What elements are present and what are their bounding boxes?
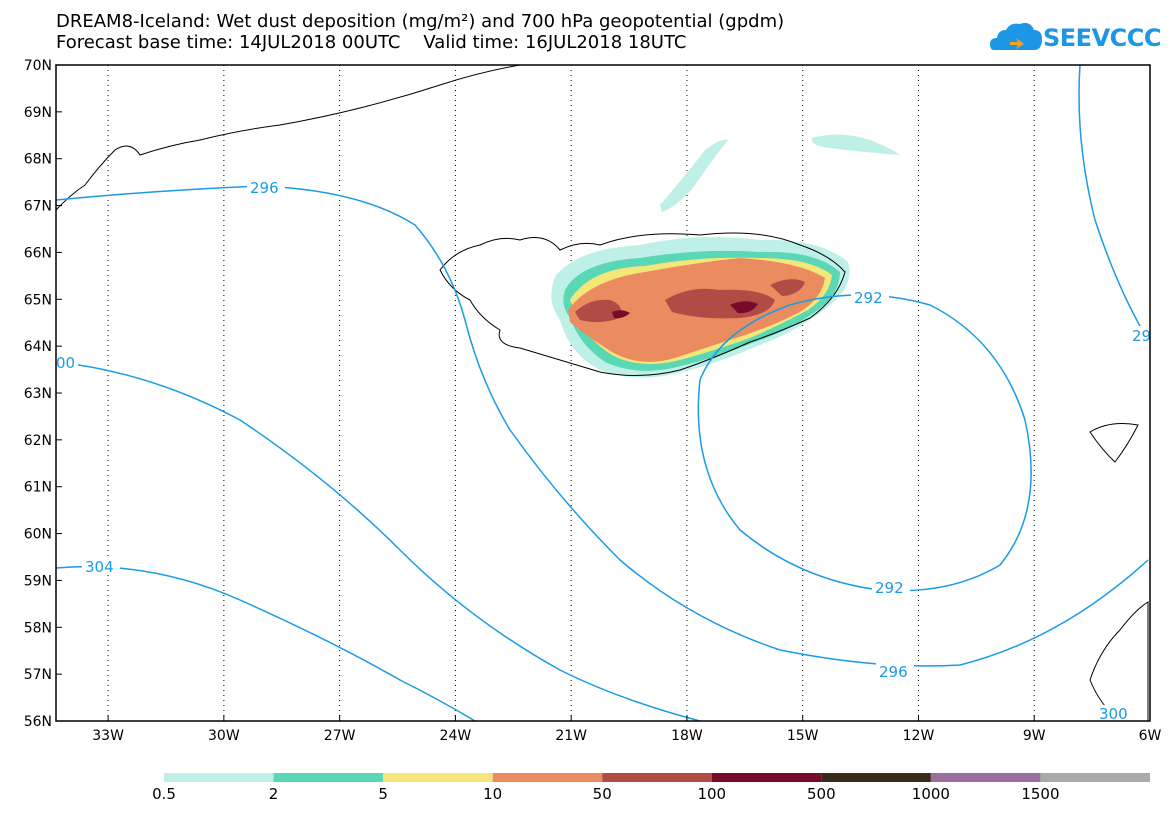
faroes-coast <box>1089 423 1139 463</box>
legend-swatch <box>930 773 1041 782</box>
legend-label: 1000 <box>912 785 950 803</box>
contour-label-29: 29 <box>1132 327 1151 345</box>
contour-label-300a: 00 <box>56 354 75 372</box>
contour-label-296b: 296 <box>879 663 908 681</box>
dust-area-0.5-north2 <box>811 134 900 155</box>
legend-swatch <box>602 773 712 782</box>
contour-300 <box>56 361 701 721</box>
logo-text: SEEVCCC <box>1043 24 1162 52</box>
dust-area-100a <box>730 301 758 314</box>
lon-label: 30W <box>208 728 240 744</box>
legend-swatch <box>492 773 603 782</box>
legend-label: 100 <box>697 785 726 803</box>
lon-label: 6W <box>1139 728 1162 744</box>
lat-label: 61N <box>24 480 52 496</box>
geopotential-contours <box>56 65 1149 721</box>
legend-swatch <box>711 773 822 782</box>
plot-frame <box>55 64 1151 722</box>
lon-label: 21W <box>555 728 587 744</box>
longitude-labels: 33W 30W 27W 24W 21W 18W 15W 12W 9W 6W <box>92 715 1162 744</box>
chart-subtitle: Forecast base time: 14JUL2018 00UTC Vali… <box>56 32 687 53</box>
lat-label: 64N <box>24 339 52 355</box>
dust-field <box>551 134 900 378</box>
legend-swatch <box>1040 773 1150 782</box>
legend-label: 2 <box>269 785 279 803</box>
legend-label: 500 <box>807 785 836 803</box>
dust-area-50a <box>575 299 622 323</box>
dust-area-100b <box>612 310 630 319</box>
lat-label: 67N <box>24 199 52 215</box>
lon-label: 9W <box>1023 728 1046 744</box>
dust-area-0.5-north <box>660 139 728 212</box>
cloud-logo-icon <box>990 22 1042 50</box>
lat-label: 62N <box>24 433 52 449</box>
lat-label: 59N <box>24 573 52 589</box>
contour-296-north <box>56 185 1149 667</box>
lat-label: 58N <box>24 620 52 636</box>
contour-label-group: 296 00 304 292 292 296 300 29 <box>56 178 1151 723</box>
lon-label: 12W <box>903 728 935 744</box>
legend-label: 10 <box>483 785 502 803</box>
lon-label: 15W <box>787 728 819 744</box>
lat-label: 57N <box>24 667 52 683</box>
legend-swatch <box>821 773 931 782</box>
contour-label-304: 304 <box>85 558 114 576</box>
lon-label: 27W <box>324 728 356 744</box>
legend-swatch <box>383 773 493 782</box>
lat-label: 63N <box>24 386 52 402</box>
scotland-coast <box>1089 601 1149 721</box>
lat-label: 69N <box>24 105 52 121</box>
grid <box>107 65 1035 721</box>
contour-292 <box>697 294 1032 592</box>
contour-304 <box>56 565 476 721</box>
dust-area-50b <box>665 288 775 319</box>
lat-label: 56N <box>24 714 52 730</box>
lat-label: 66N <box>24 245 52 261</box>
lat-label: 65N <box>24 292 52 308</box>
lat-label: 60N <box>24 527 52 543</box>
legend-label: 5 <box>378 785 388 803</box>
legend: 0.5 2 5 10 50 100 500 1000 1500 <box>152 773 1150 803</box>
greenland-coast <box>56 65 521 211</box>
lat-label: 68N <box>24 152 52 168</box>
dust-area-50c <box>770 279 805 296</box>
chart-title: DREAM8-Iceland: Wet dust deposition (mg/… <box>56 11 785 32</box>
latitude-labels: 70N 69N 68N 67N 66N 65N 64N 63N 62N 61N 60N 59N 58N 5… <box>24 58 62 730</box>
legend-swatch <box>273 773 384 782</box>
lon-label: 18W <box>671 728 703 744</box>
legend-label: 0.5 <box>152 785 176 803</box>
lat-label: 70N <box>24 58 52 74</box>
legend-label: 50 <box>593 785 612 803</box>
lon-label: 33W <box>92 728 124 744</box>
contour-label-300b: 300 <box>1099 705 1128 723</box>
contour-label-292b: 292 <box>875 579 904 597</box>
lon-label: 24W <box>440 728 472 744</box>
legend-swatch <box>164 773 274 782</box>
contour-label-292a: 292 <box>854 289 883 307</box>
legend-label: 1500 <box>1021 785 1059 803</box>
contour-296-east <box>1078 65 1149 341</box>
contour-label-296a: 296 <box>250 179 279 197</box>
coastlines <box>56 65 1149 721</box>
